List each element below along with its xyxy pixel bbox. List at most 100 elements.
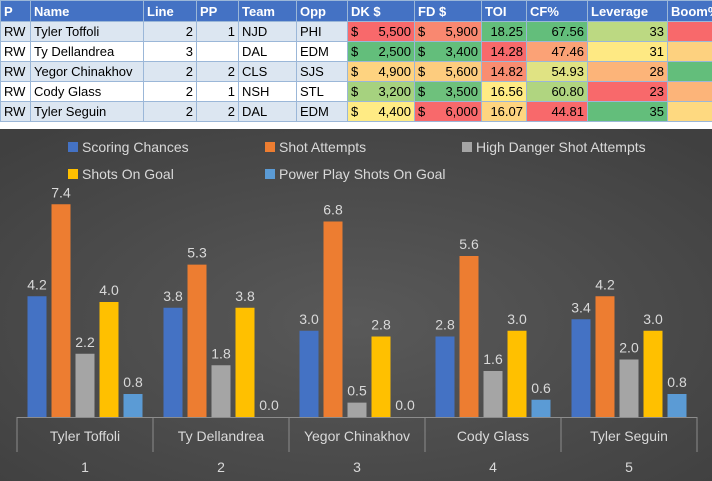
table-row: RW Yegor Chinakhov 2 2 CLS SJS $4,900 $5,600 14.…: [0, 61, 712, 82]
data-label: 3.0: [643, 311, 663, 327]
cell-boom: 33%: [667, 101, 712, 122]
cell-cf: 47.46: [526, 41, 588, 62]
cell-dk: $2,500: [347, 41, 415, 62]
bar: [371, 336, 391, 417]
bar: [643, 330, 663, 417]
salary-amount: 2,500: [378, 44, 411, 59]
data-label: 2.2: [75, 334, 95, 350]
cell-opp: EDM: [296, 101, 348, 122]
column-header: Line: [143, 0, 197, 22]
cell-line: 2: [143, 81, 197, 102]
cell-opp: PHI: [296, 21, 348, 42]
legend-label: High Danger Shot Attempts: [476, 139, 646, 155]
cell-leverage: 23: [587, 81, 668, 102]
cell-pp: 2: [196, 61, 239, 82]
cell-leverage: 33: [587, 21, 668, 42]
salary-amount: 3,200: [378, 84, 411, 99]
cell-leverage: 31: [587, 41, 668, 62]
legend-label: Shot Attempts: [279, 139, 366, 155]
cell-p: RW: [0, 41, 31, 62]
data-label: 6.8: [323, 202, 343, 218]
cell-boom: 33%: [667, 21, 712, 42]
column-header: DK $: [347, 0, 415, 22]
x-tick-number: 4: [489, 459, 497, 475]
column-header: PP: [196, 0, 239, 22]
table-row: RW Tyler Seguin 2 2 DAL EDM $4,400 $6,000 16.07 4…: [0, 101, 712, 122]
bar: [211, 365, 231, 417]
cell-cf: 67.56: [526, 21, 588, 42]
cell-pp: 1: [196, 21, 239, 42]
bar: [459, 256, 479, 417]
cell-cf: 44.81: [526, 101, 588, 122]
currency-symbol: $: [351, 84, 359, 99]
cell-boom: 33%: [667, 81, 712, 102]
salary-amount: 4,400: [378, 104, 411, 119]
bar: [99, 302, 119, 417]
cell-fd: $6,000: [414, 101, 482, 122]
legend-swatch: [68, 169, 78, 179]
cell-line: 2: [143, 21, 197, 42]
bar: [531, 399, 551, 417]
cell-dk: $3,200: [347, 81, 415, 102]
chart-background: [0, 129, 712, 481]
cell-fd: $3,400: [414, 41, 482, 62]
cell-pp: 2: [196, 101, 239, 122]
cell-line: 3: [143, 41, 197, 62]
salary-amount: 5,500: [378, 24, 411, 39]
salary-amount: 4,900: [378, 64, 411, 79]
cell-toi: 14.82: [481, 61, 527, 82]
currency-symbol: $: [351, 64, 359, 79]
cell-name: Tyler Seguin: [30, 101, 144, 122]
cell-fd: $5,600: [414, 61, 482, 82]
table-row: RW Cody Glass 2 1 NSH STL $3,200 $3,500 16.56 60.…: [0, 81, 712, 102]
column-header: Opp: [296, 0, 348, 22]
x-tick-label: Yegor Chinakhov: [304, 428, 410, 444]
cell-line: 2: [143, 61, 197, 82]
cell-toi: 14.28: [481, 41, 527, 62]
table-body: RW Tyler Toffoli 2 1 NJD PHI $5,500 $5,900 18.25…: [0, 21, 712, 122]
legend-swatch: [68, 142, 78, 152]
cell-boom: 34%: [667, 41, 712, 62]
cell-team: NJD: [238, 21, 297, 42]
currency-symbol: $: [418, 64, 426, 79]
salary-amount: 5,600: [445, 64, 478, 79]
bar: [435, 336, 455, 417]
data-label: 0.8: [667, 374, 687, 390]
bar: [299, 330, 319, 417]
data-label: 2.0: [619, 340, 639, 356]
chart-container: Scoring Chances Shot Attempts High Danger …: [0, 129, 712, 481]
cell-team: DAL: [238, 101, 297, 122]
x-tick-label: Tyler Toffoli: [50, 428, 120, 444]
bar: [187, 264, 207, 417]
table-row: RW Ty Dellandrea 3 DAL EDM $2,500 $3,400 14.28 4…: [0, 41, 712, 62]
cell-dk: $4,900: [347, 61, 415, 82]
legend-swatch: [462, 142, 472, 152]
currency-symbol: $: [418, 44, 426, 59]
column-header: TOI: [481, 0, 527, 22]
legend-swatch: [265, 169, 275, 179]
cell-leverage: 35: [587, 101, 668, 122]
bar: [75, 353, 95, 417]
data-label: 4.0: [99, 282, 119, 298]
bar: [571, 319, 591, 417]
bar: [51, 204, 71, 417]
data-label: 4.2: [595, 276, 615, 292]
currency-symbol: $: [351, 24, 359, 39]
legend-label: Power Play Shots On Goal: [279, 166, 446, 182]
data-label: 2.8: [371, 317, 391, 333]
currency-symbol: $: [351, 44, 359, 59]
data-label: 3.8: [235, 288, 255, 304]
cell-pp: [196, 41, 239, 62]
table-row: RW Tyler Toffoli 2 1 NJD PHI $5,500 $5,900 18.25…: [0, 21, 712, 42]
cell-toi: 16.56: [481, 81, 527, 102]
bar: [507, 330, 527, 417]
data-label: 0.0: [395, 397, 415, 413]
currency-symbol: $: [418, 24, 426, 39]
x-tick-number: 3: [353, 459, 361, 475]
currency-symbol: $: [351, 104, 359, 119]
bar: [27, 296, 47, 417]
cell-fd: $5,900: [414, 21, 482, 42]
data-label: 3.0: [299, 311, 319, 327]
cell-boom: 36%: [667, 61, 712, 82]
cell-team: CLS: [238, 61, 297, 82]
